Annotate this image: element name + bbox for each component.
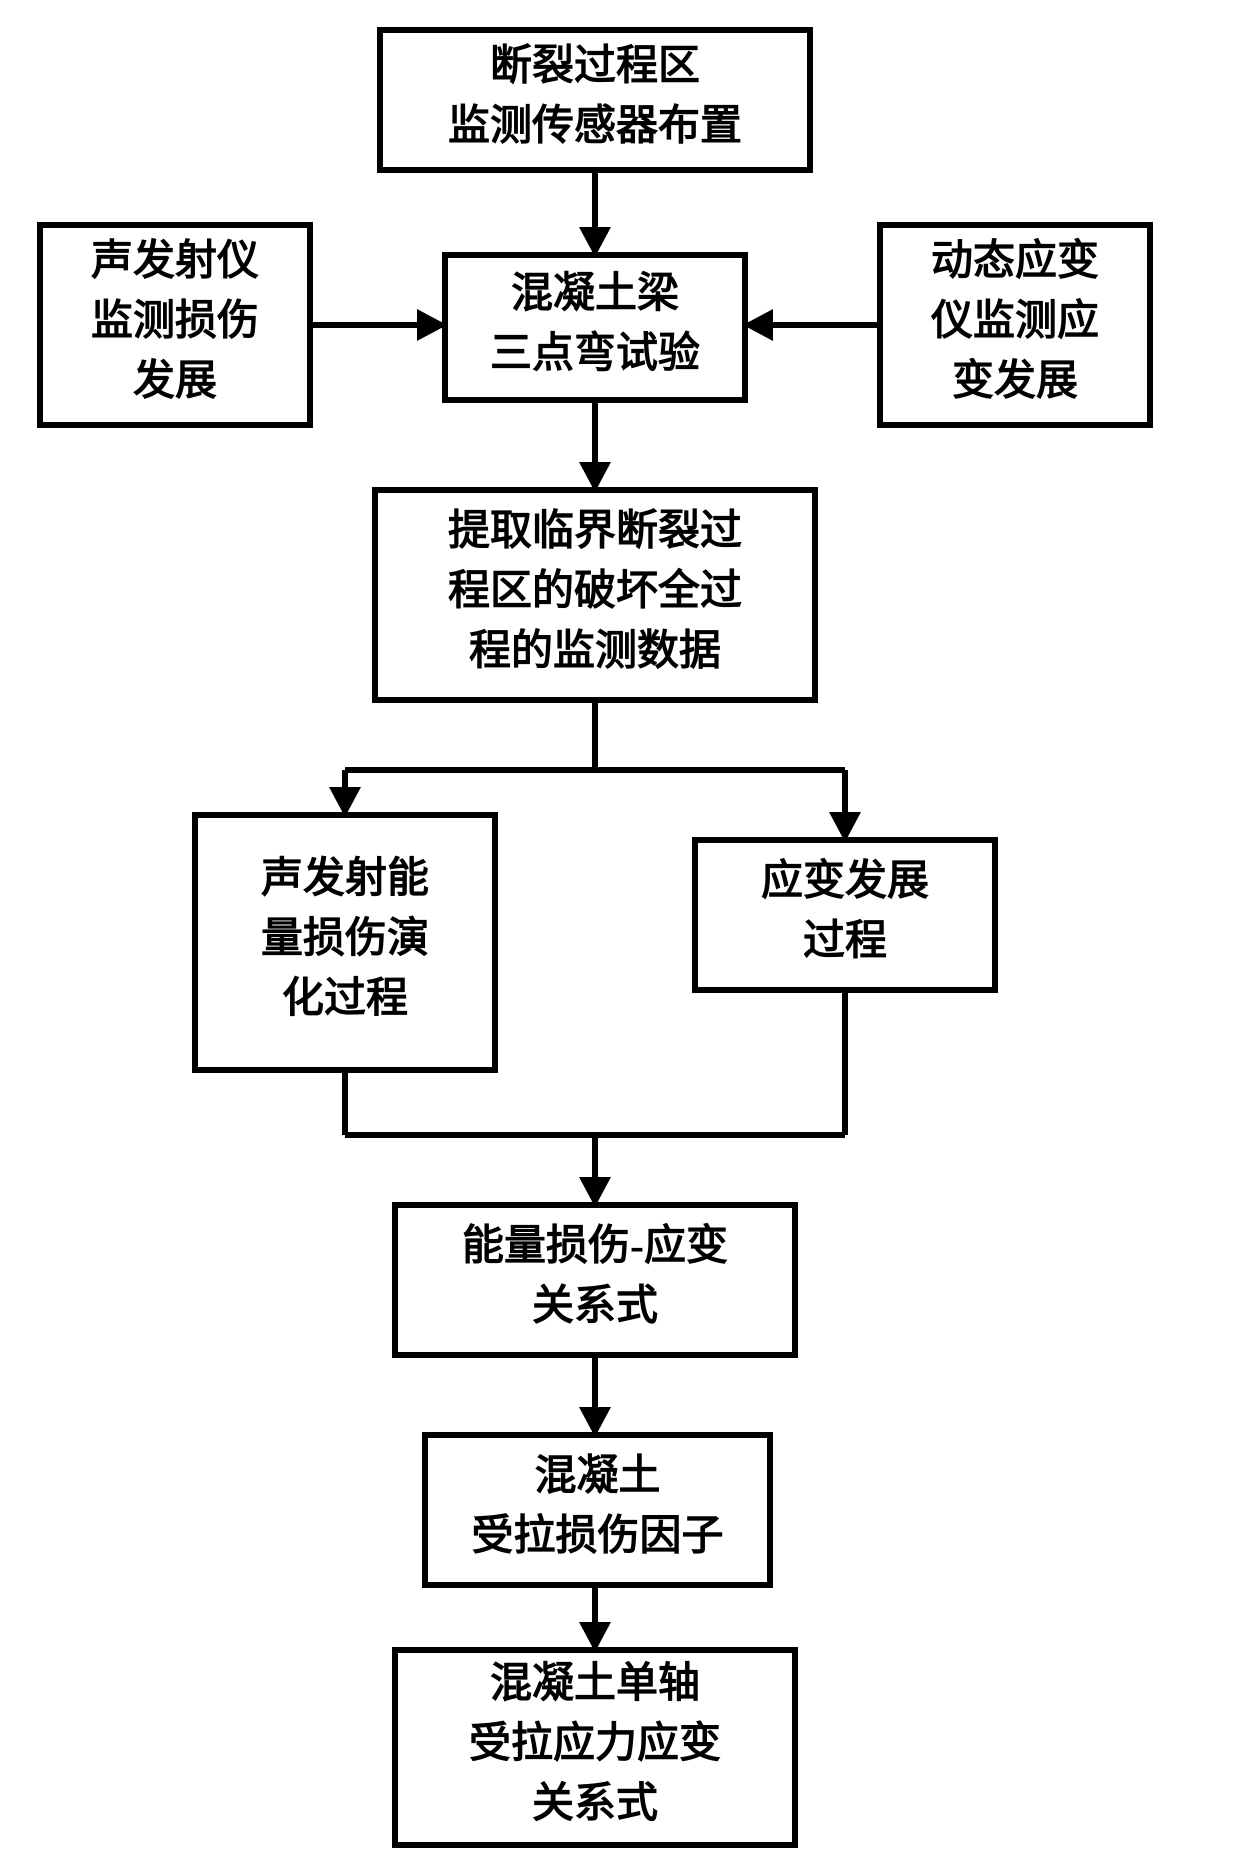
flow-node-n3: 提取临界断裂过程区的破坏全过程的监测数据: [375, 490, 815, 700]
flow-node-nL: 声发射仪监测损伤发展: [40, 225, 310, 425]
flow-node-label: 变发展: [952, 358, 1078, 405]
flow-node-label: 提取临界断裂过: [448, 508, 742, 555]
flow-node-label: 动态应变: [931, 238, 1099, 285]
flow-node-label: 受拉损伤因子: [471, 1513, 723, 1560]
flow-node-label: 混凝土梁: [511, 270, 679, 317]
flow-node-nR: 动态应变仪监测应变发展: [880, 225, 1150, 425]
flow-node-label: 仪监测应: [930, 298, 1099, 345]
flow-node-label: 应变发展: [761, 858, 929, 905]
flow-node-n4a: 声发射能量损伤演化过程: [195, 815, 495, 1070]
flow-node-n4b: 应变发展过程: [695, 840, 995, 990]
flow-node-label: 量损伤演: [261, 915, 429, 962]
flow-node-n7: 混凝土单轴受拉应力应变关系式: [395, 1650, 795, 1845]
flow-node-label: 声发射仪: [91, 238, 259, 285]
flow-node-label: 过程: [803, 918, 887, 965]
flow-node-label: 混凝土: [534, 1453, 660, 1500]
flow-node-label: 发展: [133, 358, 217, 405]
flow-node-label: 关系式: [532, 1780, 658, 1827]
flow-node-label: 程区的破坏全过: [448, 567, 742, 615]
flow-node-label: 关系式: [532, 1283, 658, 1330]
flow-node-label: 程的监测数据: [469, 628, 721, 675]
flow-node-n1: 断裂过程区监测传感器布置: [380, 30, 810, 170]
flow-node-label: 监测损伤: [91, 298, 259, 345]
flow-node-n6: 混凝土受拉损伤因子: [425, 1435, 770, 1585]
flow-node-label: 受拉应力应变: [469, 1720, 721, 1767]
flow-node-label: 声发射能: [261, 855, 429, 902]
flow-node-label: 化过程: [282, 975, 408, 1022]
flow-node-label: 三点弯试验: [490, 329, 700, 377]
flow-node-label: 断裂过程区: [490, 43, 700, 90]
flow-node-n2: 混凝土梁三点弯试验: [445, 255, 745, 400]
flow-node-label: 监测传感器布置: [448, 103, 742, 150]
flow-node-n5: 能量损伤-应变关系式: [395, 1205, 795, 1355]
flow-node-label: 混凝土单轴: [490, 1660, 700, 1707]
flow-node-label: 能量损伤-应变: [462, 1223, 728, 1270]
